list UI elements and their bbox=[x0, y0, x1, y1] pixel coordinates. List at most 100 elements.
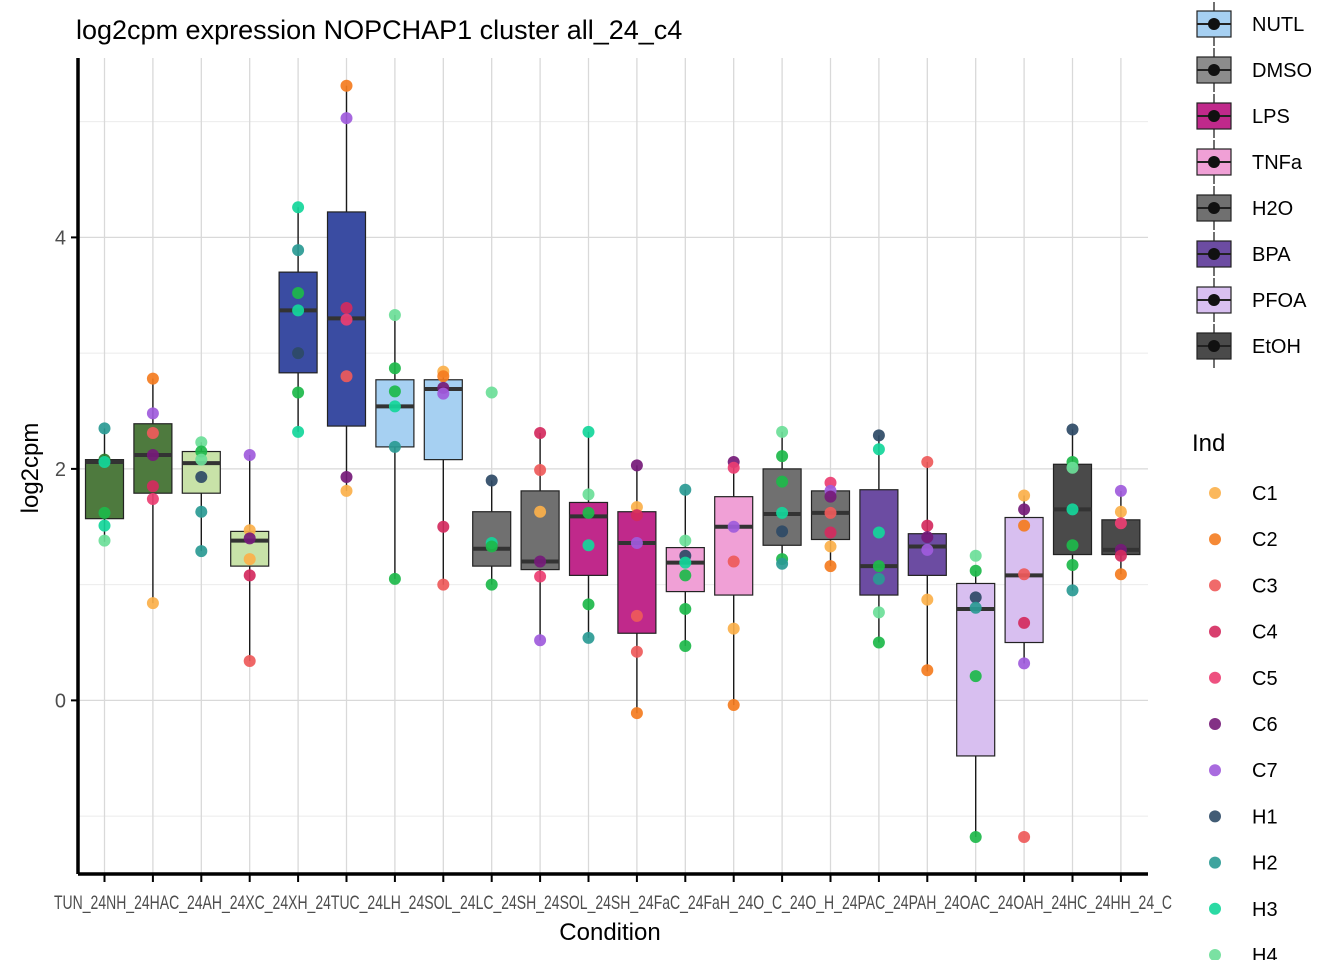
data-point bbox=[630, 509, 643, 522]
data-point bbox=[1066, 423, 1079, 436]
legend-treatment-item: DMSO bbox=[1196, 48, 1312, 92]
legend-ind-item: C5 bbox=[1209, 668, 1278, 690]
data-point bbox=[582, 631, 595, 644]
data-point bbox=[1114, 517, 1127, 530]
data-point bbox=[1066, 461, 1079, 474]
data-point bbox=[195, 436, 208, 449]
legend-ind-label: H3 bbox=[1252, 899, 1278, 921]
legend-ind-label: C4 bbox=[1252, 622, 1278, 644]
data-point bbox=[243, 569, 256, 582]
box-6 bbox=[326, 85, 367, 491]
legend-ind-label: C6 bbox=[1252, 714, 1278, 736]
box-8 bbox=[423, 371, 463, 585]
legend-treatment-label: PFOA bbox=[1252, 290, 1307, 312]
x-axis-label: Condition bbox=[559, 919, 660, 946]
legend-key-point bbox=[1208, 294, 1220, 306]
chart-title: log2cpm expression NOPCHAP1 cluster all_… bbox=[76, 15, 682, 45]
legend-treatment-item: PFOA bbox=[1196, 278, 1307, 322]
data-point bbox=[292, 386, 305, 399]
data-point bbox=[243, 532, 256, 545]
data-point bbox=[679, 483, 692, 496]
data-point bbox=[582, 488, 595, 501]
data-point bbox=[388, 440, 401, 453]
legend-ind-item: C6 bbox=[1209, 714, 1278, 736]
legend-ind: Ind C1 C2 C3 C4 C5 C6 C7 H1 H2 H3 H4 bbox=[1192, 430, 1278, 960]
y-tick-label: 2 bbox=[55, 459, 66, 481]
box-9 bbox=[472, 480, 512, 585]
data-point bbox=[969, 830, 982, 843]
legend-treatment-label: BPA bbox=[1252, 244, 1291, 266]
data-point bbox=[340, 79, 353, 92]
data-point bbox=[776, 506, 789, 519]
legend-treatment-label: DMSO bbox=[1252, 60, 1312, 82]
legend-key-point bbox=[1208, 248, 1220, 260]
data-point bbox=[582, 598, 595, 611]
data-point bbox=[1018, 830, 1031, 843]
data-point bbox=[485, 386, 498, 399]
box-1 bbox=[84, 428, 125, 542]
data-point bbox=[534, 555, 547, 568]
legend-key-point bbox=[1208, 340, 1220, 352]
data-point bbox=[1066, 584, 1079, 597]
data-point bbox=[1018, 503, 1031, 516]
data-point bbox=[921, 531, 934, 544]
legend-ind-label: C3 bbox=[1252, 575, 1278, 597]
data-point bbox=[437, 520, 450, 533]
box-body bbox=[714, 496, 754, 596]
y-tick-label: 4 bbox=[55, 227, 66, 249]
data-point bbox=[146, 407, 159, 420]
data-point bbox=[1066, 503, 1079, 516]
data-point bbox=[872, 443, 885, 456]
legend-ind-point bbox=[1209, 533, 1221, 546]
data-point bbox=[727, 622, 740, 635]
data-point bbox=[243, 449, 256, 462]
data-point bbox=[969, 591, 982, 604]
data-point bbox=[146, 372, 159, 385]
data-point bbox=[824, 540, 837, 553]
legend-treatment-label: EtOH bbox=[1252, 336, 1301, 358]
data-point bbox=[195, 505, 208, 518]
legend-ind-item: C3 bbox=[1209, 575, 1278, 597]
data-point bbox=[776, 475, 789, 488]
data-point bbox=[292, 286, 305, 299]
legend-ind-item: C1 bbox=[1209, 483, 1278, 505]
legend-treatment-item: NUTL bbox=[1196, 2, 1304, 46]
legend-ind-item: C2 bbox=[1209, 529, 1278, 551]
data-point bbox=[921, 664, 934, 677]
data-point bbox=[969, 601, 982, 614]
data-point bbox=[727, 555, 740, 568]
data-point bbox=[98, 519, 111, 532]
data-point bbox=[1066, 558, 1079, 571]
data-point bbox=[727, 699, 740, 712]
legend-ind-point bbox=[1209, 810, 1221, 823]
legend-ind-item: H4 bbox=[1209, 945, 1278, 960]
legend-treatment-item: EtOH bbox=[1196, 324, 1301, 368]
data-point bbox=[630, 609, 643, 622]
data-point bbox=[1114, 484, 1127, 497]
data-point bbox=[243, 553, 256, 566]
data-point bbox=[195, 453, 208, 466]
legend-ind-label: C7 bbox=[1252, 760, 1278, 782]
data-point bbox=[872, 526, 885, 539]
data-point bbox=[195, 470, 208, 483]
data-point bbox=[872, 429, 885, 442]
legend-treatment-item: H2O bbox=[1196, 186, 1293, 230]
data-point bbox=[340, 112, 353, 125]
data-point bbox=[98, 455, 111, 468]
x-axis-tick-labels: TUN_24NH_24HAC_24AH_24XC_24XH_24TUC_24LH… bbox=[54, 893, 1172, 914]
legend-key-point bbox=[1208, 18, 1220, 30]
legend-treatment-label: NUTL bbox=[1252, 14, 1304, 36]
data-point bbox=[921, 455, 934, 468]
data-point bbox=[1018, 657, 1031, 670]
data-point bbox=[146, 480, 159, 493]
data-point bbox=[292, 347, 305, 360]
data-point bbox=[679, 639, 692, 652]
data-point bbox=[1018, 489, 1031, 502]
legend-treatment-label: TNFa bbox=[1252, 152, 1303, 174]
legend-ind-point bbox=[1209, 949, 1221, 960]
y-axis-label: log2cpm bbox=[17, 423, 44, 514]
plot-area: 0 2 4 bbox=[55, 58, 1148, 882]
data-point bbox=[388, 385, 401, 398]
data-point bbox=[679, 556, 692, 569]
data-point bbox=[146, 492, 159, 505]
